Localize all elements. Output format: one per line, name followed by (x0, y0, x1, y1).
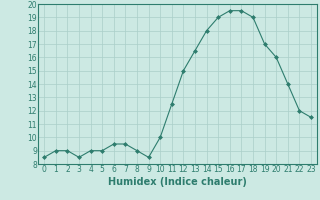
X-axis label: Humidex (Indice chaleur): Humidex (Indice chaleur) (108, 177, 247, 187)
